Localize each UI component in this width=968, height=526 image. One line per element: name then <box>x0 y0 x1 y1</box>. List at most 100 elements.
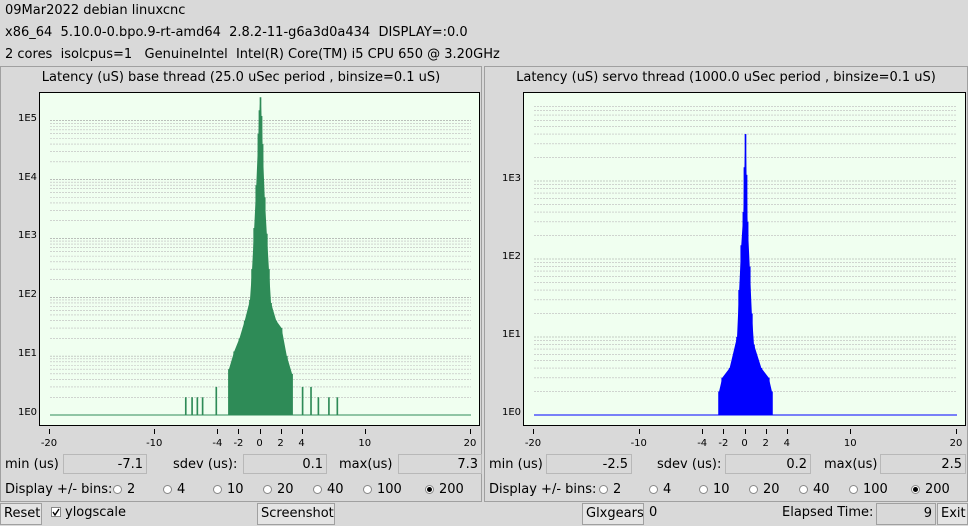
base-x-tick-label: 10 <box>358 438 372 449</box>
x-tick-mark <box>280 429 282 434</box>
servo-bins-radio-200[interactable]: 200 <box>911 482 950 497</box>
servo-bins-radio-2[interactable]: 2 <box>599 482 621 497</box>
servo-y-tick-label: 1E3 <box>501 173 521 184</box>
servo-bins-option-label: 200 <box>925 482 950 497</box>
glxgears-button[interactable]: Glxgears <box>582 503 644 525</box>
base-latency-histogram <box>39 92 480 426</box>
base-bins-radio-4[interactable]: 4 <box>163 482 185 497</box>
reset-button[interactable]: Reset <box>0 503 42 525</box>
x-tick-mark <box>956 429 957 434</box>
servo-x-tick-label: -20 <box>524 438 542 449</box>
base-max-label: max(us) <box>339 457 393 472</box>
base-x-tick-label: -2 <box>233 438 244 449</box>
servo-bins-radio-10[interactable]: 10 <box>699 482 730 497</box>
x-tick-mark <box>786 429 788 434</box>
histogram-bar <box>201 397 204 415</box>
base-bins-option-label: 100 <box>377 482 402 497</box>
base-x-tick-label: 20 <box>463 438 477 449</box>
histogram-envelope <box>719 134 772 416</box>
ylogscale-checkbox[interactable]: ylogscale <box>48 503 129 525</box>
base-y-tick-label: 1E0 <box>17 407 37 418</box>
histogram-bar <box>215 386 218 415</box>
servo-max-label: max(us) <box>824 457 878 472</box>
histogram-bar <box>191 397 193 415</box>
radio-circle-icon <box>363 485 372 494</box>
servo-bins-option-label: 4 <box>663 482 672 497</box>
base-sdev-label: sdev (us): <box>173 457 238 472</box>
histogram-bar <box>291 373 293 415</box>
x-tick-mark <box>49 429 50 434</box>
servo-max-value: 2.5 <box>880 454 966 474</box>
exit-button[interactable]: Exit <box>937 503 968 525</box>
base-bins-radio-10[interactable]: 10 <box>213 482 244 497</box>
x-tick-mark <box>744 429 746 434</box>
servo-bins-option-label: 2 <box>613 482 622 497</box>
base-bins-option-label: 4 <box>177 482 186 497</box>
base-bins-option-label: 10 <box>227 482 244 497</box>
radio-circle-icon <box>163 485 172 494</box>
histogram-envelope <box>228 97 293 416</box>
screenshot-button[interactable]: Screenshot <box>257 503 335 525</box>
base-y-tick-label: 1E3 <box>17 230 37 242</box>
glxgears-value: 0 <box>649 505 658 520</box>
base-x-tick-label: -20 <box>40 438 58 449</box>
x-tick-mark <box>217 429 219 434</box>
base-sdev-value: 0.1 <box>243 454 327 474</box>
radio-circle-icon <box>113 485 122 494</box>
x-tick-mark <box>238 429 240 434</box>
cpu-info: 2 cores isolcpus=1 GenuineIntel Intel(R)… <box>5 47 500 62</box>
servo-bins-radio-40[interactable]: 40 <box>799 482 830 497</box>
base-bins-radio-100[interactable]: 100 <box>363 482 402 497</box>
servo-x-tick-label: 20 <box>949 438 963 449</box>
servo-thread-panel: Latency (uS) servo thread (1000.0 uSec p… <box>484 66 968 502</box>
x-tick-mark <box>702 429 704 434</box>
servo-sdev-label: sdev (us): <box>657 457 722 472</box>
base-bins-radio-20[interactable]: 20 <box>263 482 294 497</box>
servo-y-tick-label: 1E0 <box>501 407 521 418</box>
radio-circle-icon <box>799 485 808 494</box>
x-tick-mark <box>850 429 852 434</box>
servo-y-tick-label: 1E1 <box>501 329 521 340</box>
base-y-tick-label: 1E2 <box>17 289 37 301</box>
base-bins-radio-200[interactable]: 200 <box>425 482 464 497</box>
radio-circle-icon <box>699 485 708 494</box>
base-y-tick-label: 1E1 <box>17 348 37 360</box>
x-tick-mark <box>638 429 640 434</box>
base-bins-radio-40[interactable]: 40 <box>313 482 344 497</box>
histogram-bar <box>336 397 339 415</box>
servo-x-tick-label: -10 <box>630 438 647 449</box>
radio-circle-icon <box>313 485 322 494</box>
kernel-info: x86_64 5.10.0-0.bpo.9-rt-amd64 2.8.2-11-… <box>5 25 468 40</box>
base-y-tick-label: 1E5 <box>17 112 37 124</box>
servo-bins-option-label: 10 <box>713 482 730 497</box>
x-tick-mark <box>533 429 534 434</box>
x-tick-mark <box>723 429 725 434</box>
base-bins-option-label: 200 <box>439 482 464 497</box>
x-tick-mark <box>765 429 767 434</box>
histogram-bar <box>310 386 312 415</box>
servo-bins-radio-100[interactable]: 100 <box>849 482 888 497</box>
servo-x-tick-label: 2 <box>762 438 769 449</box>
histogram-bar <box>328 397 330 415</box>
radio-circle-icon <box>263 485 272 494</box>
base-bins-radio-2[interactable]: 2 <box>113 482 135 497</box>
histogram-bar <box>196 397 199 415</box>
x-tick-mark <box>470 429 471 434</box>
servo-bins-radio-4[interactable]: 4 <box>649 482 671 497</box>
histogram-bar <box>184 397 187 415</box>
servo-bins-radio-20[interactable]: 20 <box>749 482 780 497</box>
histogram-bar <box>317 397 320 415</box>
base-x-tick-label: -4 <box>212 438 223 449</box>
radio-circle-icon <box>425 485 434 494</box>
radio-circle-icon <box>599 485 608 494</box>
servo-bins-label: Display +/- bins: <box>489 482 597 497</box>
base-x-tick-label: -10 <box>146 438 163 449</box>
servo-x-tick-label: -4 <box>697 438 708 449</box>
host-info: 09Mar2022 debian linuxcnc <box>5 3 186 18</box>
servo-y-tick-label: 1E2 <box>501 251 521 262</box>
elapsed-time-label: Elapsed Time: <box>782 505 874 520</box>
x-tick-mark <box>301 429 303 434</box>
histogram-bar <box>301 386 304 415</box>
base-x-tick-label: 0 <box>256 438 263 449</box>
servo-sdev-value: 0.2 <box>725 454 811 474</box>
